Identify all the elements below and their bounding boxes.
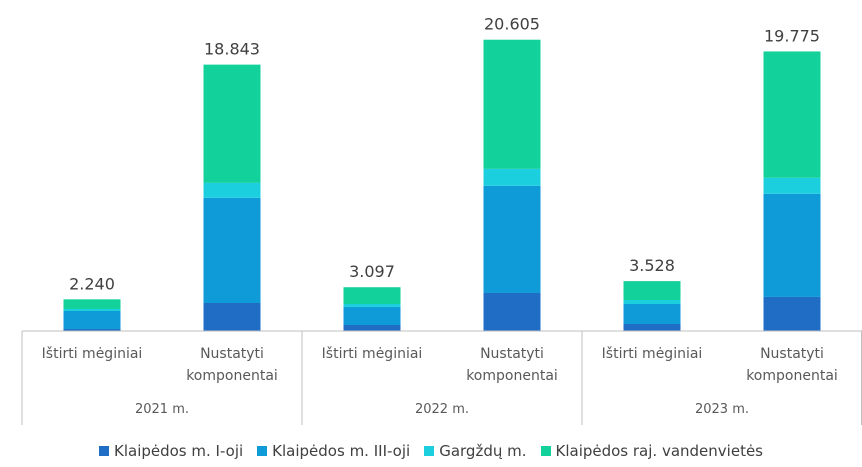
bar-segment (763, 193, 821, 297)
legend-label: Klaipėdos raj. vandenvietės (555, 442, 764, 460)
group-label: 2021 m. (134, 402, 189, 417)
total-label: 19.775 (764, 26, 820, 45)
bar-segment (483, 185, 541, 293)
legend-swatch (540, 446, 551, 456)
bar-segment (763, 51, 821, 178)
bar-segment (203, 182, 261, 198)
bar-segment (63, 309, 121, 311)
bar-segment (483, 39, 541, 169)
x-tick-label: Nustatyti komponentai (186, 346, 278, 384)
x-tick-label: Nustatyti komponentai (746, 346, 838, 384)
legend-label: Gargždų m. (439, 442, 527, 460)
bar-segment (63, 299, 121, 310)
x-tick-label: Nustatyti komponentai (466, 346, 558, 384)
bar-segment (343, 324, 401, 331)
legend-label: Klaipėdos m. III-oji (272, 442, 411, 460)
bar-segment (203, 64, 261, 183)
bar-segment (623, 303, 681, 325)
total-label: 3.097 (349, 262, 395, 281)
bar-segment (203, 303, 261, 331)
bar-segment (343, 287, 401, 304)
bar-segment (763, 296, 821, 331)
bar-segment (483, 168, 541, 186)
bar-segment (623, 324, 681, 331)
legend-swatch (257, 446, 268, 456)
x-tick-label: Ištirti mėginiai (321, 346, 423, 362)
total-label: 2.240 (69, 274, 115, 293)
total-label: 18.843 (204, 40, 260, 59)
group-label: 2022 m. (414, 402, 469, 417)
x-tick-label: Ištirti mėginiai (601, 346, 703, 362)
legend-item: Klaipėdos m. III-oji (257, 442, 410, 460)
bar-segment (483, 292, 541, 331)
bar-segment (203, 197, 261, 304)
legend-label: Klaipėdos m. I-oji (114, 442, 244, 460)
bar-segment (623, 281, 681, 300)
group-label: 2023 m. (694, 402, 749, 417)
legend: Klaipėdos m. I-oji Klaipėdos m. III-oji Ga… (0, 442, 862, 460)
bar-segment (763, 177, 821, 194)
legend-swatch (424, 446, 435, 456)
bar-segment (63, 329, 121, 331)
bar-segment (63, 310, 121, 330)
legend-item: Klaipėdos raj. vandenvietės (540, 442, 764, 460)
total-label: 20.605 (484, 15, 540, 34)
x-tick-label: Ištirti mėginiai (41, 346, 143, 362)
legend-item: Gargždų m. (424, 442, 527, 460)
bar-segment (343, 303, 401, 307)
legend-item: Klaipėdos m. I-oji (99, 442, 243, 460)
bar-segment (343, 306, 401, 325)
plot: 2.240 18.843 3.097 20.605 3.528 19.775 (21, 15, 862, 425)
total-label: 3.528 (629, 256, 675, 275)
legend-swatch (99, 446, 109, 456)
bar-segment (623, 299, 681, 304)
